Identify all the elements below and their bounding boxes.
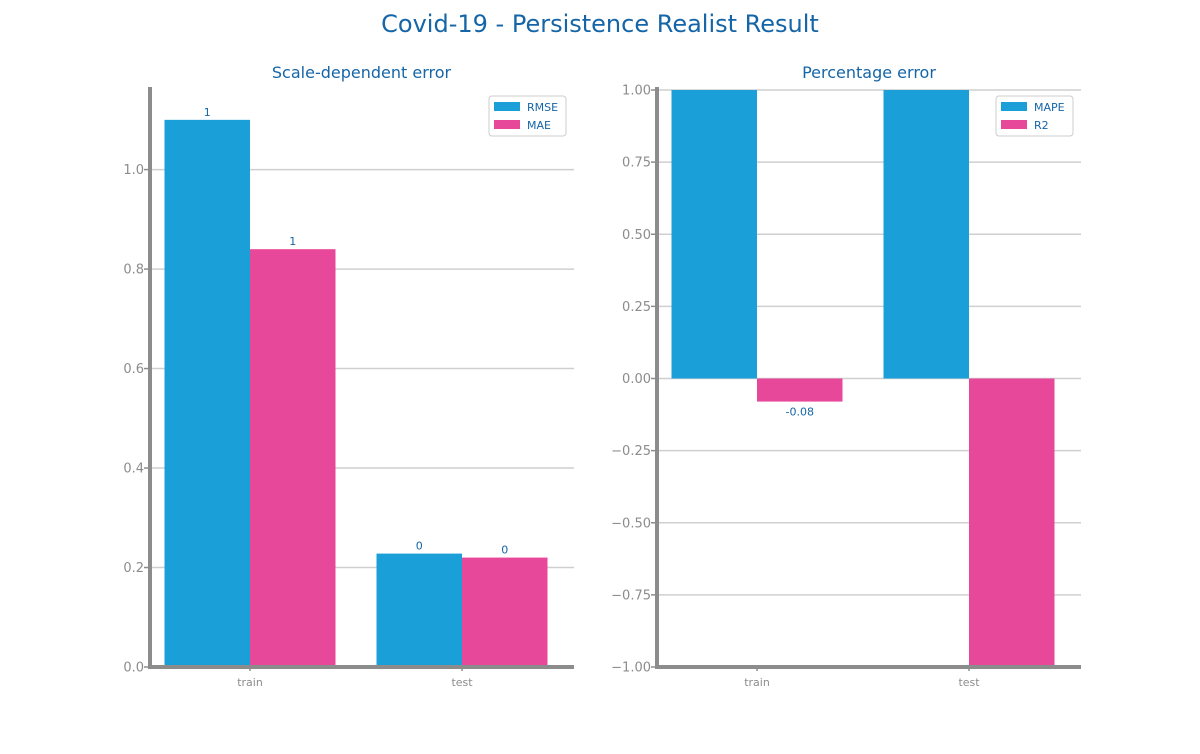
y-tick-label: −0.50	[611, 516, 651, 531]
y-tick-label: 1.00	[622, 84, 651, 99]
y-tick-label: 0.8	[123, 263, 144, 278]
x-tick-label: test	[451, 676, 473, 689]
legend-swatch-mape	[1001, 102, 1027, 111]
y-tick-label: 0.6	[123, 362, 144, 377]
y-tick-label: 1.0	[123, 163, 144, 178]
bar-mae-test	[462, 557, 548, 667]
data-label: -0.08	[786, 406, 814, 419]
y-tick-label: 0.25	[622, 300, 651, 315]
y-tick-label: 0.2	[123, 561, 144, 576]
bar-rmse-train	[164, 119, 250, 667]
subplot-title: Scale-dependent error	[272, 63, 452, 82]
chart-panel-1: Scale-dependent error 0.0 0.2 0.4 0.6 0.8 1.0 1…	[123, 63, 574, 689]
bar-mape-train	[671, 90, 757, 379]
legend-swatch-rmse	[494, 102, 520, 111]
bar-r2-train	[757, 378, 843, 402]
legend-label-r2: R2	[1034, 119, 1049, 132]
bar-mae-train	[250, 249, 336, 667]
data-label: 0	[501, 544, 508, 557]
y-tick-label: −0.75	[611, 588, 651, 603]
legend-label-mape: MAPE	[1034, 101, 1065, 114]
bar-mape-test	[883, 90, 969, 379]
bar-rmse-test	[376, 553, 462, 667]
x-tick-label: train	[237, 676, 263, 689]
legend-label-rmse: RMSE	[527, 101, 558, 114]
legend: MAPE R2	[995, 95, 1074, 137]
y-tick-label: −0.25	[611, 444, 651, 459]
subplot-title: Percentage error	[802, 63, 936, 82]
legend-swatch-mae	[494, 120, 520, 129]
y-tick-label: 0.75	[622, 156, 651, 171]
figure-title: Covid-19 - Persistence Realist Result	[381, 10, 819, 38]
y-tick-label: 0.50	[622, 228, 651, 243]
x-tick-label: test	[958, 676, 980, 689]
legend-swatch-r2	[1001, 120, 1027, 129]
data-label: 1	[204, 106, 211, 119]
legend-label-mae: MAE	[527, 119, 551, 132]
data-label: 1	[289, 235, 296, 248]
x-tick-label: train	[744, 676, 770, 689]
y-tick-label: 0.4	[123, 462, 144, 477]
y-tick-label: −1.00	[611, 661, 651, 676]
legend: RMSE MAE	[488, 95, 567, 137]
y-tick-label: 0.0	[123, 661, 144, 676]
data-label: 0	[416, 540, 423, 553]
y-tick-label: 0.00	[622, 372, 651, 387]
chart-panel-2: Percentage error −1.00 −0.75 −0.50 −0.25 0.00…	[611, 63, 1081, 689]
bar-r2-test	[969, 378, 1055, 667]
